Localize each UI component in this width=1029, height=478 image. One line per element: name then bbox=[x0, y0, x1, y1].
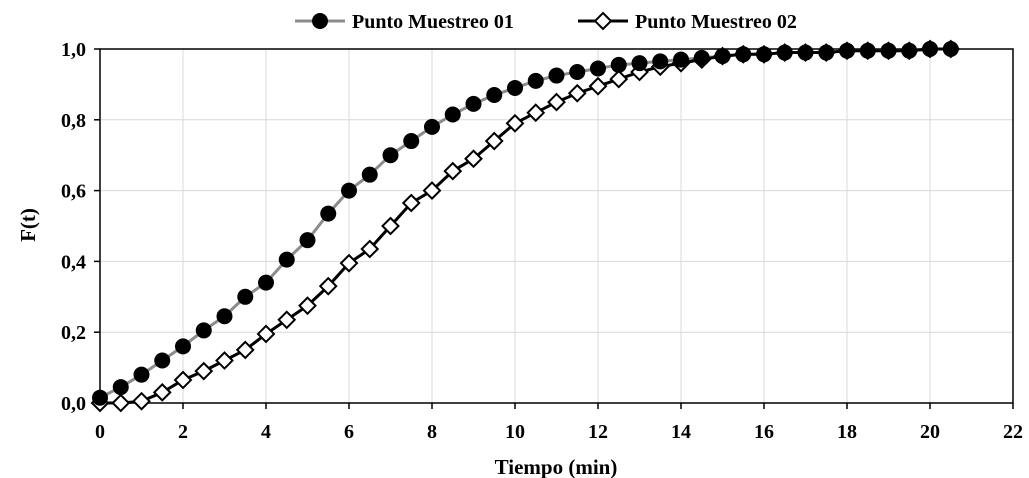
series-1-point bbox=[154, 352, 171, 369]
series-2-point bbox=[277, 310, 297, 330]
series-2-point bbox=[318, 276, 338, 296]
series-2-point bbox=[360, 239, 380, 259]
y-tick-label: 0,8 bbox=[61, 110, 86, 132]
series-1-point bbox=[901, 42, 918, 59]
series-1-point bbox=[216, 308, 233, 325]
x-tick-label: 18 bbox=[837, 421, 857, 443]
series-1-point bbox=[818, 44, 835, 61]
x-tick-label: 12 bbox=[588, 421, 608, 443]
legend-label-series-1: Punto Muestreo 01 bbox=[352, 11, 514, 33]
series-1-point bbox=[859, 42, 876, 59]
series-1-point bbox=[673, 51, 689, 68]
x-tick-label: 10 bbox=[505, 421, 525, 443]
series-1-line bbox=[99, 47, 951, 400]
y-tick-label: 0,0 bbox=[61, 393, 86, 415]
series-1-point bbox=[133, 366, 150, 383]
plot-area: 0 2 4 6 8 10 12 14 16 18 20 22 0,0 0,2 0,4 0,6 0,8 1,0 bbox=[61, 39, 1023, 443]
x-tick-label: 0 bbox=[95, 421, 105, 443]
legend-label-series-2: Punto Muestreo 02 bbox=[635, 11, 797, 33]
legend: Punto Muestreo 01 Punto Muestreo 02 bbox=[295, 11, 797, 33]
series-1-point bbox=[258, 274, 274, 291]
series-1-point bbox=[237, 288, 254, 305]
legend-marker-series-2 bbox=[593, 11, 613, 31]
series-2-point bbox=[505, 113, 525, 133]
series-1-point bbox=[735, 46, 752, 63]
y-tick-label: 0,2 bbox=[61, 322, 86, 344]
series-2-point bbox=[547, 92, 566, 112]
series-1-point bbox=[942, 41, 959, 57]
series-2-point bbox=[567, 83, 587, 103]
x-tick-label: 14 bbox=[671, 421, 691, 443]
x-tick-label: 22 bbox=[1003, 421, 1023, 443]
y-tick-label: 0,6 bbox=[61, 181, 86, 203]
series-1-point bbox=[320, 205, 337, 222]
series-1-point bbox=[341, 182, 357, 199]
series-2-point bbox=[173, 370, 193, 390]
x-axis-title: Tiempo (min) bbox=[495, 455, 618, 478]
series-1-point bbox=[195, 322, 212, 339]
series-1-point bbox=[444, 106, 461, 123]
series-2-point bbox=[111, 393, 131, 413]
series-1-point bbox=[403, 133, 420, 150]
series-1-point bbox=[361, 166, 378, 183]
series-1-point bbox=[610, 56, 627, 73]
series-1-point bbox=[507, 79, 523, 96]
x-tick-label: 16 bbox=[754, 421, 774, 443]
series-2-point bbox=[298, 296, 317, 316]
series-2-line bbox=[100, 47, 951, 405]
series-1-point bbox=[424, 118, 440, 135]
series-1-point bbox=[299, 232, 316, 249]
series-2-point bbox=[526, 103, 546, 123]
series-2-point bbox=[588, 76, 608, 96]
series-2-point bbox=[215, 351, 234, 370]
x-tick-label: 4 bbox=[261, 421, 271, 443]
series-1-point bbox=[693, 49, 710, 66]
series-1-point bbox=[486, 87, 503, 104]
series-2-point bbox=[256, 324, 276, 344]
x-tick-label: 6 bbox=[344, 421, 354, 443]
series-2-point bbox=[422, 181, 442, 201]
series-1-point bbox=[112, 379, 129, 396]
legend-item-series-1: Punto Muestreo 01 bbox=[295, 11, 514, 33]
series-1-point bbox=[527, 72, 544, 89]
series-1-point bbox=[776, 44, 793, 61]
series-2-point bbox=[194, 361, 214, 381]
y-axis-title: F(t) bbox=[16, 208, 40, 242]
series-1-point bbox=[590, 60, 606, 77]
series-1-point bbox=[278, 251, 295, 268]
series-2-point bbox=[132, 391, 151, 411]
x-tick-label: 20 bbox=[920, 421, 940, 443]
x-tick-label: 8 bbox=[427, 421, 437, 443]
legend-marker-series-1 bbox=[312, 13, 328, 29]
series-1-point bbox=[652, 53, 669, 70]
legend-item-series-2: Punto Muestreo 02 bbox=[578, 11, 797, 33]
series-1-point bbox=[922, 41, 938, 57]
series-1-point bbox=[175, 338, 191, 355]
series-2-point bbox=[401, 193, 421, 213]
series-2-point bbox=[484, 131, 504, 151]
series-1-point bbox=[465, 95, 482, 112]
series-2-point bbox=[235, 340, 255, 360]
series-2-point bbox=[339, 253, 359, 273]
series-1-point bbox=[382, 147, 399, 164]
series-2-point bbox=[443, 161, 463, 181]
series-1-point bbox=[631, 55, 648, 72]
series-1-point bbox=[839, 42, 855, 59]
series-1-point bbox=[569, 64, 586, 81]
series-2-point bbox=[464, 149, 483, 169]
series-1-point bbox=[548, 67, 565, 84]
y-tick-label: 1,0 bbox=[61, 39, 86, 61]
series-1-point bbox=[714, 48, 731, 65]
y-tick-label: 0,4 bbox=[61, 251, 86, 273]
series-1-point bbox=[797, 44, 814, 61]
series-2-point bbox=[609, 69, 629, 89]
plot-frame bbox=[99, 48, 1014, 404]
series-1-point bbox=[756, 46, 772, 63]
x-tick-label: 2 bbox=[178, 421, 188, 443]
series-2-point bbox=[152, 382, 172, 402]
series-2-point bbox=[381, 216, 400, 236]
series-1-point bbox=[880, 42, 897, 59]
series-1-point bbox=[92, 389, 108, 406]
